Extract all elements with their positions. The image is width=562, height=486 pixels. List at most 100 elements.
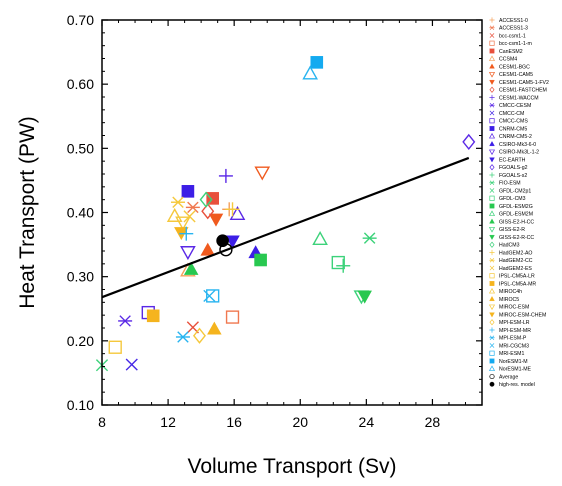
data-point — [312, 231, 328, 246]
data-point — [181, 185, 195, 198]
x-tick-label: 12 — [160, 414, 176, 430]
legend-marker — [489, 241, 495, 248]
legend-marker — [488, 149, 496, 156]
data-point — [206, 192, 219, 205]
data-point — [225, 202, 240, 217]
legend-marker — [489, 350, 495, 356]
legend-marker — [489, 235, 495, 240]
legend-label: MIROC-ESM-CHEM — [499, 312, 546, 318]
legend-label: Average — [499, 374, 518, 380]
legend-marker — [488, 55, 496, 61]
legend-label: MPI-ESM-LR — [499, 320, 530, 326]
x-tick-label: 16 — [226, 414, 242, 430]
data-point — [229, 205, 246, 221]
legend-marker — [489, 33, 495, 38]
y-tick-label: 0.40 — [67, 205, 94, 221]
data-point — [206, 289, 220, 303]
legend-label: CESM1-CAM5-1-FV2 — [499, 80, 549, 86]
legend-label: ACCESS1-3 — [499, 26, 528, 32]
legend-label: HadGEM2-ES — [499, 266, 532, 272]
legend-marker — [488, 304, 496, 311]
legend-marker — [489, 103, 495, 108]
data-point — [179, 226, 194, 241]
legend-marker — [489, 63, 495, 69]
legend-label: HadGEM2-AO — [499, 250, 532, 256]
legend-label: IPSL-CM5A-MR — [499, 281, 536, 287]
legend-label: CMCC-CMS — [499, 119, 528, 125]
data-point — [166, 207, 183, 222]
legend-label: GISS-E2-R — [499, 227, 525, 233]
data-point — [186, 321, 199, 334]
legend-label: CESM1-FASTCHEM — [499, 88, 547, 94]
legend-marker — [489, 141, 495, 146]
legend-marker — [489, 94, 495, 101]
legend-marker — [489, 180, 495, 185]
legend-marker — [489, 335, 495, 340]
data-point — [302, 65, 319, 80]
legend-marker — [488, 365, 496, 371]
legend-marker — [489, 343, 495, 348]
legend-marker — [489, 86, 495, 93]
legend-label: CCSM4 — [499, 57, 517, 63]
legend-label: CESM1-CAM5 — [499, 72, 533, 78]
legend-label: IPSL-CM5A-LR — [499, 274, 535, 280]
legend-label: MRI-CGCM3 — [499, 343, 529, 349]
legend-label: FGOALS-g2 — [499, 165, 528, 171]
legend-label: CNRM-CM5-2 — [499, 134, 532, 140]
legend-label: CESM1-BGC — [499, 64, 530, 70]
data-point — [310, 56, 324, 69]
legend-marker — [489, 110, 495, 116]
data-point — [125, 358, 138, 371]
legend-label: MPI-ESM-MR — [499, 328, 531, 334]
legend-label: ACCESS1-0 — [499, 18, 528, 24]
x-tick-label: 20 — [292, 414, 308, 430]
data-point — [183, 210, 196, 223]
legend-marker — [489, 188, 495, 193]
legend-label: FGOALS-s2 — [499, 173, 527, 179]
legend-marker — [489, 48, 495, 54]
legend-label: EC-EARTH — [499, 157, 526, 163]
legend-label: GISS-E2-H-CC — [499, 219, 534, 225]
data-point — [203, 289, 216, 303]
plot-frame — [101, 19, 483, 406]
data-point — [185, 201, 200, 214]
regression-line — [101, 156, 470, 299]
legend-label: MIROC-ESM — [499, 305, 529, 311]
legend-marker — [489, 273, 495, 279]
data-point — [200, 242, 215, 256]
data-point — [254, 253, 267, 267]
legend-marker — [489, 249, 495, 256]
x-tick-label: 28 — [425, 414, 441, 430]
data-point — [171, 196, 185, 208]
y-tick-label: 0.10 — [67, 397, 94, 413]
legend-marker — [489, 265, 495, 271]
data-points — [95, 56, 476, 372]
data-point — [192, 327, 206, 344]
legend-label: MIROC4h — [499, 289, 522, 295]
data-point — [331, 255, 345, 270]
data-point — [199, 191, 213, 208]
legend-marker — [489, 327, 495, 333]
legend-marker — [489, 358, 495, 364]
legend-label: FIO-ESM — [499, 181, 521, 187]
legend-label: CNRM-CM5 — [499, 126, 527, 132]
data-point — [207, 321, 222, 335]
data-point — [175, 216, 191, 231]
legend-label: high-res. model — [499, 382, 535, 388]
legend-marker — [488, 227, 496, 233]
legend-label: NorESM1-M — [499, 359, 528, 365]
y-tick-label: 0.20 — [67, 333, 94, 349]
legend-label: CESM1-WACCM — [499, 95, 539, 101]
legend-marker — [489, 40, 495, 46]
legend-label: GISS-E2-R-CC — [499, 235, 534, 241]
legend-marker — [489, 281, 495, 286]
data-point — [254, 166, 271, 181]
legend-label: MPI-ESM-P — [499, 336, 527, 342]
legend-label: HadCM3 — [499, 243, 520, 249]
x-axis-title: Volume Transport (Sv) — [188, 455, 397, 478]
axis-ticks: 8 12 16 20 24 28 0.10 0.20 0.30 0.40 0.50 0.60 0.70 — [67, 12, 483, 430]
legend-marker — [489, 164, 495, 171]
legend-marker — [489, 80, 495, 85]
